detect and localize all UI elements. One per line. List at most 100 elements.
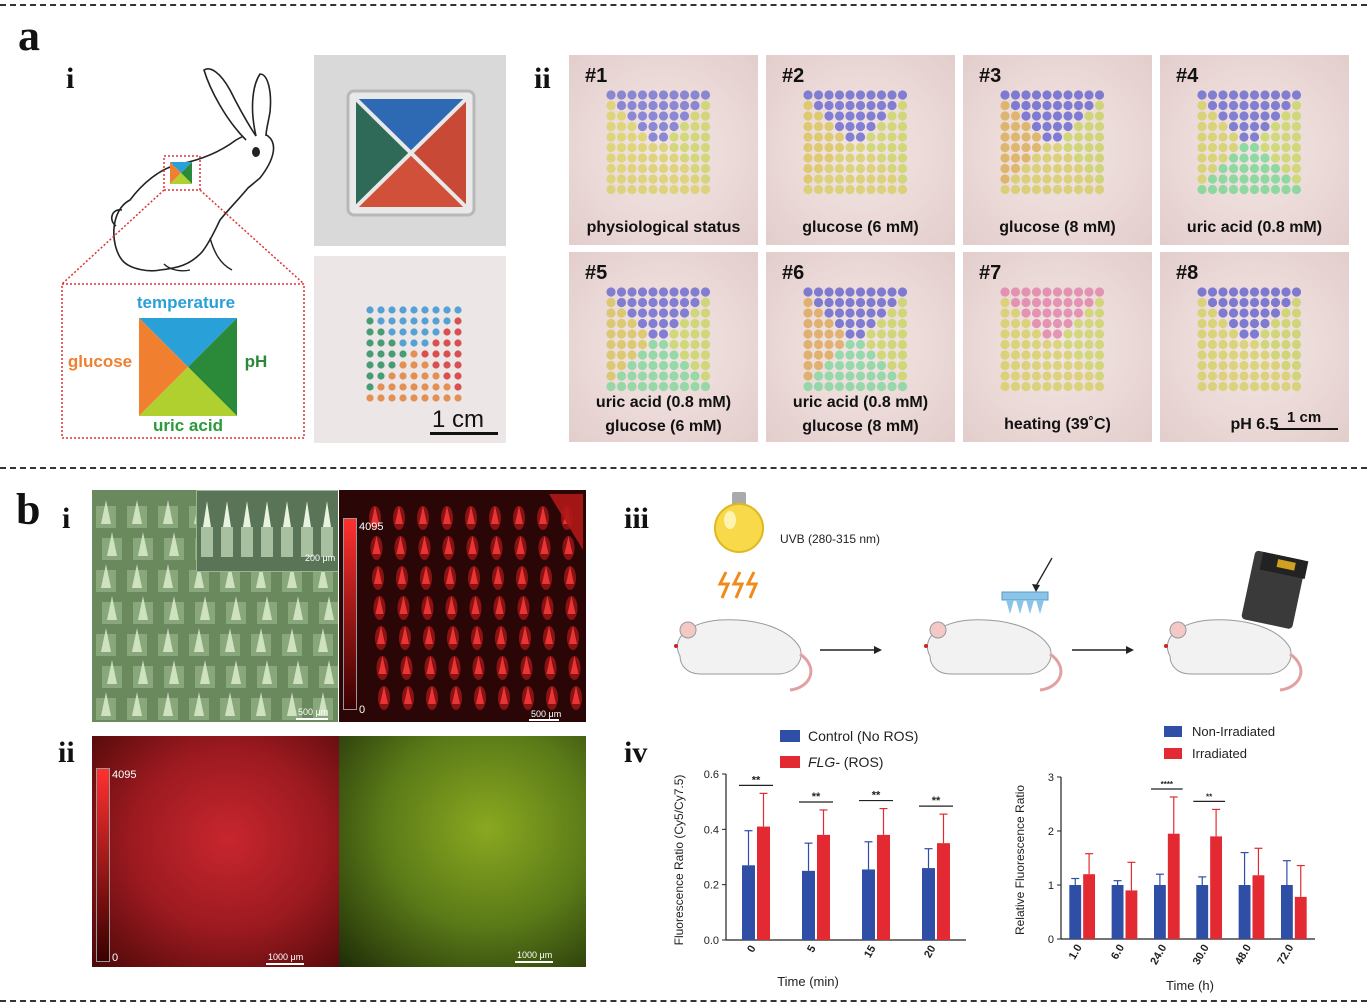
chart-1-ytick: 0.4 [704, 824, 719, 836]
tile-number: #1 [585, 65, 608, 87]
colorbar-ii-max: 4095 [112, 769, 137, 781]
chart-1-bar [937, 843, 950, 940]
chart-2-sig-label: **** [1161, 780, 1174, 789]
chart-1-xtick: 0 [745, 944, 758, 955]
tile-caption: pH 6.5 [1230, 416, 1279, 433]
sensor-patch-large-icon [139, 318, 237, 416]
rat-2-icon [924, 619, 1063, 692]
tile-caption: heating (39˚C) [1004, 416, 1111, 433]
chart-1-xlabel: Time (min) [777, 974, 839, 989]
chart-2-bar [1280, 885, 1293, 939]
colorbar-i-min: 0 [359, 704, 366, 716]
chart-2-xtick: 48.0 [1233, 943, 1254, 968]
panel-a-i-label: i [66, 62, 75, 95]
panel-a-label: a [18, 11, 40, 60]
light-bulb-icon [714, 492, 764, 553]
chart-1-sig-label: ** [812, 791, 821, 803]
tile-3: #3 glucose (8 mM) [963, 55, 1152, 245]
label-uric-acid: uric acid [153, 416, 223, 435]
tile-caption: glucose (8 mM) [802, 418, 919, 435]
red-ii-scale-label: 1000 μm [268, 952, 304, 962]
tile-6: #6 uric acid (0.8 mM) glucose (8 mM) [766, 252, 955, 442]
tile-caption: uric acid (0.8 mM) [595, 394, 732, 411]
tile-caption: glucose (6 mM) [802, 219, 919, 236]
legend-1-swatch-ros [780, 756, 800, 768]
sem-inset: 200 μm [196, 490, 338, 572]
panel-a-ii-label: ii [534, 62, 551, 95]
chart-2-xtick: 24.0 [1148, 943, 1169, 968]
middle-divider [0, 467, 1367, 469]
photo-scale-bar [430, 432, 498, 435]
microneedle-fluorescence-image: 4095 0 500 μm [339, 490, 586, 722]
tile-number: #6 [782, 262, 805, 284]
tiles-scale-bar [1274, 428, 1338, 430]
rat-3-icon [1164, 619, 1303, 692]
chart-1-ylabel: Fluorescence Ratio (Cy5/Cy7.5) [672, 775, 686, 946]
chart-1-ytick: 0.6 [704, 769, 719, 781]
uv-rays-icon [717, 571, 759, 599]
colorbar-ii [96, 768, 110, 962]
microneedle-brightfield-image: 200 μm 500 μm [92, 490, 338, 722]
tile-number: #7 [979, 262, 1002, 284]
green-scale-label: 500 μm [298, 707, 329, 717]
chart-2-bar [1069, 885, 1082, 939]
tile-number: #4 [1176, 65, 1199, 87]
uvb-label: UVB (280-315 nm) [780, 532, 880, 546]
chart-2-bar [1125, 890, 1138, 939]
tile-number: #3 [979, 65, 1002, 87]
chart-1-xtick: 15 [862, 944, 879, 961]
chart-2-xtick: 6.0 [1109, 943, 1127, 962]
tile-caption: uric acid (0.8 mM) [1186, 219, 1323, 236]
fluorescence-bar-charts: Control (No ROS) FLG- (ROS) Non-Irradiat… [672, 724, 1315, 993]
red-scale-label: 500 μm [531, 709, 562, 719]
chart-2-ytick: 1 [1048, 880, 1054, 892]
chart-1-xtick: 5 [805, 944, 818, 955]
chart-1-bar [862, 869, 875, 940]
tile-caption: physiological status [586, 219, 741, 236]
legend-1-ros-label: FLG- (ROS) [808, 754, 883, 770]
tiles-scale-bar-label: 1 cm [1287, 409, 1322, 426]
legend-1-control-label: Control (No ROS) [808, 728, 918, 744]
tile-caption: glucose (6 mM) [605, 418, 722, 435]
label-glucose: glucose [68, 352, 132, 371]
chart-2-bar [1167, 833, 1180, 939]
chart-2-ytick: 0 [1048, 934, 1054, 946]
tile-8: #8 pH 6.5 [1160, 252, 1349, 442]
green-ii-scale-label: 1000 μm [517, 950, 553, 960]
chart-2-ytick: 3 [1048, 772, 1054, 784]
chart-1-xtick: 20 [922, 944, 939, 961]
photo-scale-bar-label: 1 cm [432, 406, 485, 433]
chart-2-bar [1238, 885, 1251, 939]
label-temperature: temperature [137, 293, 235, 312]
tile-number: #5 [585, 262, 608, 284]
sensor-patch-mini-icon [170, 162, 192, 184]
chart-1-ytick: 0.2 [704, 880, 719, 892]
tile-number: #2 [782, 65, 805, 87]
panel-b-label: b [16, 485, 41, 534]
chart-2-bar [1294, 896, 1307, 939]
inset-scale-label: 200 μm [305, 553, 336, 563]
microneedle-patch-icon [1001, 557, 1053, 614]
chart-1-bar [802, 870, 815, 940]
legend-1-swatch-control [780, 730, 800, 742]
patch-on-skin-photo: 1 cm [314, 256, 506, 443]
tile-5: #5 uric acid (0.8 mM) glucose (6 mM) [569, 252, 758, 442]
skin-fluorescence-green-image: 1000 μm [339, 736, 586, 967]
imaging-camera-icon [1241, 550, 1309, 629]
colorbar-i [343, 518, 357, 710]
chart-2-bar [1252, 875, 1265, 939]
colorbar-i-max: 4095 [359, 521, 384, 533]
chart-2-xlabel: Time (h) [1166, 978, 1214, 993]
chart-1-bar [757, 826, 770, 940]
bottom-divider [0, 1000, 1367, 1002]
chart-2-ylabel: Relative Fluorescence Ratio [1013, 785, 1027, 935]
rabbit-schematic: temperature glucose pH uric acid [61, 68, 305, 439]
legend-2-swatch-irr [1164, 748, 1182, 759]
legend-2-swatch-non [1164, 726, 1182, 737]
chart-1-bar [742, 865, 755, 940]
chart-2-xtick: 1.0 [1067, 943, 1085, 962]
chart-1-bar [877, 834, 890, 940]
rat-1-icon [674, 619, 813, 692]
panel-b-i-label: i [62, 502, 71, 535]
tile-number: #8 [1176, 262, 1199, 284]
